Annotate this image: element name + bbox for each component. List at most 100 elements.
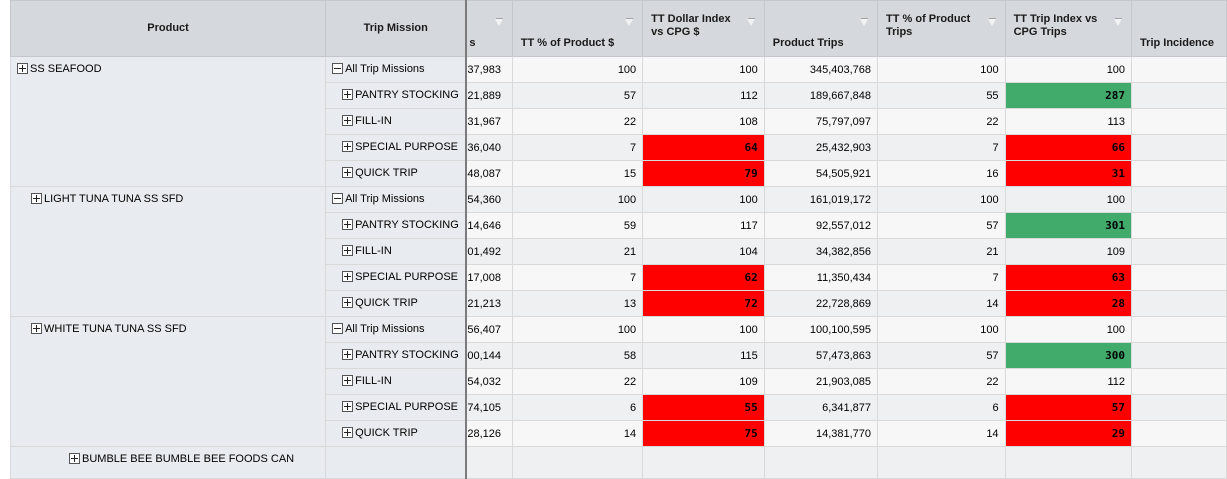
header-trip-mission[interactable]: Trip Mission: [325, 0, 468, 57]
table-row: PANTRY STOCKING 14,646 59 117 92,557,012 57 30…: [11, 212, 1227, 239]
clipped-cell: 14,646: [465, 212, 513, 239]
header-product[interactable]: Product: [9, 0, 327, 57]
filter-icon[interactable]: [860, 18, 869, 27]
clipped-cell: 48,087: [465, 160, 513, 187]
table-row: SPECIAL PURPOSE 17,008 7 62 11,350,434 7 63: [11, 264, 1227, 291]
header-product-trips-label: Product Trips: [772, 37, 844, 49]
trip-index-cell: 112: [1004, 368, 1133, 395]
dollar-index-cell: 72: [642, 290, 765, 317]
plus-box-icon[interactable]: [342, 141, 354, 153]
trip-incidence-cell: [1131, 316, 1227, 343]
pct-dollars-cell: 22: [511, 108, 644, 135]
header-tt-dollar-index[interactable]: TT Dollar Index vs CPG $: [642, 0, 765, 57]
product-trips-cell: 6,341,877: [763, 394, 879, 421]
header-tt-dollar-index-label: TT Dollar Index vs CPG $: [651, 12, 731, 38]
header-tt-trip-index[interactable]: TT Trip Index vs CPG Trips: [1004, 0, 1133, 57]
dollar-index-cell: 117: [642, 212, 765, 239]
minus-box-icon[interactable]: [332, 63, 344, 75]
plus-box-icon[interactable]: [342, 297, 354, 309]
header-product-trips[interactable]: Product Trips: [763, 0, 879, 57]
trip-incidence-cell: [1131, 394, 1227, 421]
pct-dollars-cell: 57: [511, 82, 644, 109]
pct-trips-cell: 57: [877, 342, 1006, 369]
trip-mission-cell: QUICK TRIP: [325, 420, 468, 447]
product-trips-cell: 161,019,172: [763, 186, 879, 213]
plus-box-icon[interactable]: [342, 245, 354, 257]
trip-incidence-cell: [1131, 134, 1227, 161]
pct-trips-cell: 16: [877, 160, 1006, 187]
filter-icon[interactable]: [1114, 18, 1123, 27]
filter-icon[interactable]: [987, 18, 997, 27]
pct-dollars-cell: 7: [511, 134, 644, 161]
plus-box-icon[interactable]: [342, 89, 354, 101]
trip-mission-label: SPECIAL PURPOSE: [355, 401, 458, 414]
trip-mission-cell: FILL-IN: [325, 368, 468, 395]
header-clipped[interactable]: s: [465, 0, 513, 57]
plus-box-icon[interactable]: [342, 167, 354, 179]
plus-box-icon[interactable]: [342, 271, 354, 283]
header-tt-pct-product-trips[interactable]: TT % of Product Trips: [877, 0, 1006, 57]
table-row: WHITE TUNA TUNA SS SFD All Trip Missions 5…: [9, 316, 1227, 447]
trip-mission-cell: PANTRY STOCKING: [325, 212, 468, 239]
plus-box-icon[interactable]: [342, 349, 354, 361]
pct-dollars-cell: 100: [511, 186, 644, 213]
trip-incidence-cell: [1131, 186, 1227, 213]
product-cell: BUMBLE BEE BUMBLE BEE FOODS CAN: [9, 446, 327, 479]
trip-mission-cell: All Trip Missions: [325, 186, 468, 213]
product-trips-cell: 189,667,848: [763, 82, 879, 109]
table-row: QUICK TRIP 48,087 15 79 54,505,921 16 31: [11, 160, 1227, 187]
header-trip-incidence-label: Trip Incidence: [1140, 37, 1215, 49]
product-trips-cell: 11,350,434: [763, 264, 879, 291]
table-row: SPECIAL PURPOSE 36,040 7 64 25,432,903 7 66: [11, 134, 1227, 161]
product-cell: SS SEAFOOD: [9, 56, 327, 187]
table-row: LIGHT TUNA TUNA SS SFD All Trip Missions 5…: [9, 186, 1227, 317]
minus-box-icon[interactable]: [332, 193, 344, 205]
plus-box-icon[interactable]: [31, 193, 42, 204]
header-trip-incidence[interactable]: Trip Incidence: [1131, 0, 1227, 57]
plus-box-icon[interactable]: [31, 323, 42, 334]
header-product-label: Product: [147, 22, 189, 34]
pct-trips-cell: 7: [877, 264, 1006, 291]
product-label: WHITE TUNA TUNA SS SFD: [44, 323, 187, 336]
minus-box-icon[interactable]: [332, 323, 344, 335]
table-row: PANTRY STOCKING 00,144 58 115 57,473,863 57 30…: [11, 342, 1227, 369]
clipped-cell: 54,032: [465, 368, 513, 395]
plus-box-icon[interactable]: [17, 63, 28, 74]
trip-incidence-cell: [1131, 420, 1227, 447]
trip-incidence-cell: [1131, 56, 1227, 83]
pct-dollars-cell: [511, 446, 644, 479]
trip-mission-cell: SPECIAL PURPOSE: [325, 394, 468, 421]
plus-box-icon[interactable]: [69, 453, 80, 464]
table-row: FILL-IN 31,967 22 108 75,797,097 22 113: [11, 108, 1227, 135]
pct-dollars-cell: 21: [511, 238, 644, 265]
trip-incidence-cell: [1131, 238, 1227, 265]
product-trips-cell: 34,382,856: [763, 238, 879, 265]
pct-trips-cell: 100: [877, 186, 1006, 213]
plus-box-icon[interactable]: [342, 375, 354, 387]
trip-index-cell: 29: [1004, 420, 1133, 447]
plus-box-icon[interactable]: [342, 219, 354, 231]
plus-box-icon[interactable]: [342, 427, 354, 439]
trip-incidence-cell: [1131, 82, 1227, 109]
filter-icon[interactable]: [746, 18, 756, 27]
trip-incidence-cell: [1131, 446, 1227, 479]
pivot-table: Product Trip Mission s TT % of Product $…: [9, 0, 1227, 479]
dollar-index-cell: [642, 446, 765, 479]
trip-mission-cell: PANTRY STOCKING: [325, 82, 468, 109]
dollar-index-cell: 62: [642, 264, 765, 291]
dollar-index-cell: 100: [642, 56, 765, 83]
trip-mission-label: SPECIAL PURPOSE: [355, 141, 458, 154]
dollar-index-cell: 100: [642, 186, 765, 213]
trip-index-cell: 28: [1004, 290, 1133, 317]
trip-index-cell: 100: [1004, 186, 1133, 213]
pct-trips-cell: 57: [877, 212, 1006, 239]
pct-trips-cell: [877, 446, 1006, 479]
filter-icon[interactable]: [494, 18, 504, 27]
product-label: SS SEAFOOD: [30, 63, 102, 76]
trip-incidence-cell: [1131, 342, 1227, 369]
header-tt-pct-product-dollars[interactable]: TT % of Product $: [511, 0, 644, 57]
plus-box-icon[interactable]: [342, 401, 354, 413]
filter-icon[interactable]: [625, 18, 634, 27]
plus-box-icon[interactable]: [342, 115, 354, 127]
trip-mission-label: FILL-IN: [355, 115, 392, 128]
